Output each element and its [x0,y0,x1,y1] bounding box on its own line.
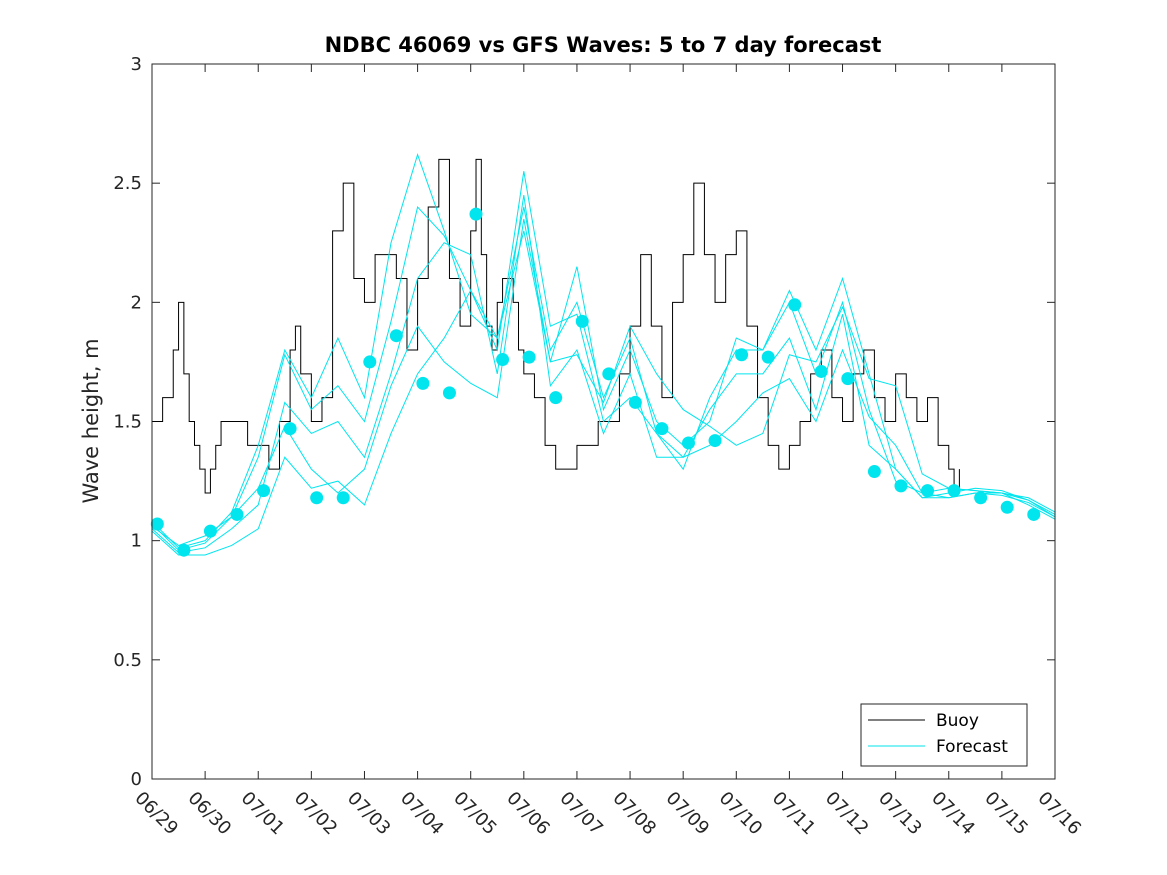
legend-label-buoy: Buoy [936,711,979,731]
chart-title: NDBC 46069 vs GFS Waves: 5 to 7 day fore… [325,33,882,57]
legend: Buoy Forecast [860,703,1028,767]
forecast-marker [522,350,536,364]
forecast-series-line-2 [151,171,1056,556]
forecast-marker [602,367,616,381]
forecast-series-line-1 [151,218,1056,546]
forecast-marker [788,298,802,312]
forecast-marker [761,350,775,364]
y-tick-label: 1.5 [113,412,142,433]
forecast-marker [389,329,403,343]
forecast-marker [230,507,244,521]
forecast-marker [442,386,456,400]
forecast-marker [203,524,217,538]
y-tick-label: 0.5 [113,650,142,671]
forecast-marker [283,422,297,436]
forecast-marker [655,422,669,436]
y-tick-label: 0 [131,769,142,790]
y-tick-label: 3 [131,54,142,75]
forecast-marker [867,465,881,479]
forecast-marker [735,348,749,362]
plot-frame [151,63,1056,780]
forecast-marker [894,479,908,493]
forecast-marker [416,376,430,390]
forecast-marker [974,491,988,505]
data-layer [150,152,1056,557]
forecast-marker [310,491,324,505]
y-axis-label: Wave height, m [79,338,103,503]
forecast-marker [257,484,271,498]
legend-box [860,703,1028,767]
forecast-marker [496,353,510,367]
legend-label-forecast: Forecast [936,737,1008,757]
y-tick-label: 2 [131,292,142,313]
forecast-marker [150,517,164,531]
forecast-series-line-5 [151,152,1056,549]
y-tick-label: 1 [131,531,142,552]
forecast-marker [628,395,642,409]
forecast-marker [575,314,589,328]
forecast-marker [469,207,483,221]
forecast-marker [336,491,350,505]
forecast-marker [947,484,961,498]
forecast-marker [549,391,563,405]
forecast-marker [921,484,935,498]
forecast-marker [841,372,855,386]
forecast-marker [814,364,828,378]
forecast-marker [363,355,377,369]
forecast-marker [681,436,695,450]
forecast-marker [1000,500,1014,514]
forecast-marker [177,543,191,557]
forecast-marker [708,434,722,448]
y-tick-label: 2.5 [113,173,142,194]
forecast-marker [1027,507,1041,521]
